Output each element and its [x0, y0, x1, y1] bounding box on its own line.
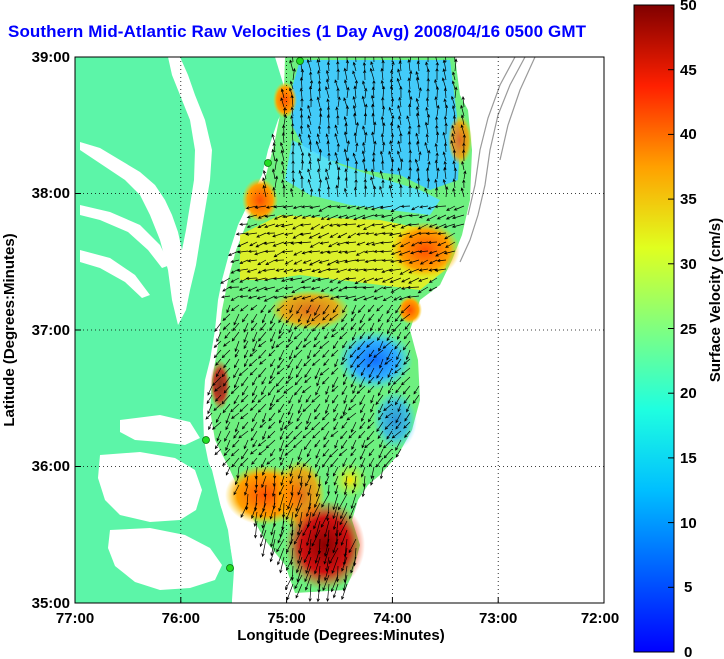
velocity-arrow-set — [205, 57, 467, 603]
chesapeake-bay — [80, 57, 212, 325]
x-tick-label: 72:00 — [581, 610, 619, 627]
x-tick-label: 75:00 — [267, 610, 305, 627]
colorbar-tick-label: 15 — [680, 450, 697, 467]
colorbar-tick-label: 10 — [680, 515, 697, 532]
station-marker — [202, 436, 210, 444]
y-tick-label: 36:00 — [32, 458, 70, 475]
y-axis-label: Latitude (Degrees:Minutes) — [1, 233, 18, 426]
colorbar-tick-label: 35 — [680, 191, 697, 208]
colorbar-tick-label: 40 — [680, 126, 697, 143]
x-tick-label: 73:00 — [479, 610, 517, 627]
colorbar-tick-label: 0 — [684, 644, 692, 659]
y-tick-label: 39:00 — [32, 49, 70, 66]
velocity-vectors — [205, 57, 467, 603]
colorbar-tick-label: 50 — [680, 0, 697, 14]
station-marker — [226, 564, 234, 572]
colorbar-tick-label: 30 — [680, 256, 697, 273]
colorbar: 50 45 40 35 30 25 20 15 10 5 0 Surface V… — [633, 0, 724, 659]
x-tick-label: 76:00 — [162, 610, 200, 627]
colorbar-tick-label: 25 — [680, 321, 697, 338]
x-tick-label: 74:00 — [373, 610, 411, 627]
y-tick-label: 35:00 — [32, 595, 70, 612]
y-tick-label: 37:00 — [32, 322, 70, 339]
colorbar-tick-label: 20 — [680, 385, 697, 402]
grid-lines — [75, 57, 604, 603]
colorbar-tick-label: 5 — [684, 579, 692, 596]
station-marker — [296, 57, 304, 65]
radar-stations — [202, 57, 304, 572]
y-tick-label: 38:00 — [32, 185, 70, 202]
x-tick-label: 77:00 — [56, 610, 94, 627]
colorbar-label: Surface Velocity (cm/s) — [707, 218, 724, 382]
colorbar-tick-label: 45 — [680, 62, 697, 79]
x-axis-label: Longitude (Degrees:Minutes) — [237, 627, 445, 644]
station-marker — [264, 159, 272, 167]
map-title: Southern Mid-Atlantic Raw Velocities (1 … — [8, 22, 587, 41]
